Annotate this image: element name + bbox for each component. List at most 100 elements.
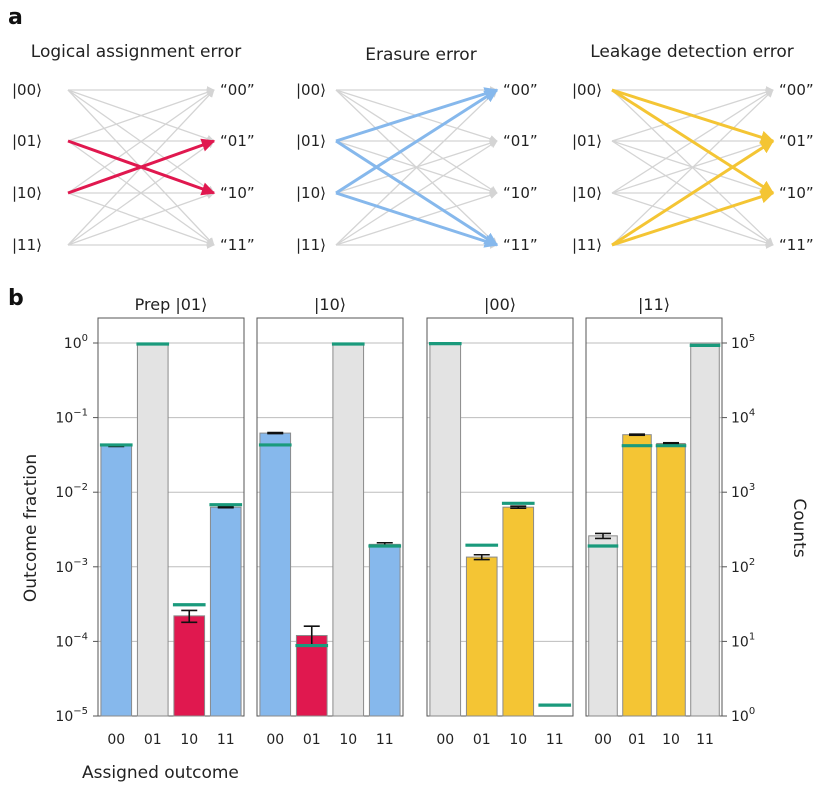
bar: [622, 434, 652, 717]
input-state-label: |01⟩: [12, 132, 42, 150]
bar: [429, 342, 462, 717]
y2-tick-label: 103: [731, 482, 755, 501]
diagram-title: Leakage detection error: [590, 42, 794, 62]
y-tick-label: 10−4: [55, 631, 88, 650]
bar: [588, 535, 618, 717]
input-state-label: |10⟩: [12, 184, 42, 202]
highlighted-error-arrow: [335, 87, 499, 143]
subplot-title: |11⟩: [638, 295, 670, 314]
highlighted-error-arrow: [335, 191, 499, 248]
x-tick-label: 11: [217, 732, 235, 748]
output-label: “11”: [220, 236, 255, 254]
output-label: “11”: [779, 236, 814, 254]
bar: [656, 442, 686, 717]
y2-tick-label: 101: [731, 631, 755, 650]
bar: [209, 506, 242, 717]
x-tick-label: 00: [266, 732, 284, 748]
y2-tick-label: 102: [731, 557, 755, 576]
subplot: Prep |01⟩ 00 01 10 11: [97, 295, 245, 748]
output-label: “10”: [220, 184, 255, 202]
x-tick-label: 10: [180, 732, 198, 748]
transition-arrow: [67, 140, 215, 246]
y-tick-label: 10−2: [55, 482, 88, 501]
bar: [465, 556, 498, 717]
transition-arrow: [611, 89, 774, 246]
y-tick-label: 10−3: [55, 557, 88, 576]
transition-arrow: [67, 88, 215, 142]
x-tick-label: 01: [303, 732, 321, 748]
highlighted-error-arrow: [67, 138, 216, 195]
output-label: “01”: [220, 132, 255, 150]
y2-tick-label: 104: [731, 408, 755, 427]
x-tick-label: 11: [546, 732, 564, 748]
input-state-label: |11⟩: [296, 236, 326, 254]
subplot-frame: [256, 317, 404, 717]
x-tick-label: 10: [662, 732, 680, 748]
highlighted-error-arrow: [611, 190, 775, 247]
input-state-label: |10⟩: [296, 184, 326, 202]
panel-b-letter: b: [8, 286, 24, 311]
diagram-title: Erasure error: [365, 45, 476, 65]
input-state-label: |11⟩: [12, 236, 42, 254]
highlighted-error-arrow: [611, 139, 775, 247]
y-axis: 100 10−1 10−2 10−3 10−4 10−5: [55, 333, 98, 725]
bar: [502, 506, 535, 717]
input-state-label: |00⟩: [12, 81, 42, 99]
transition-arrow: [335, 89, 498, 246]
x-tick-label: 10: [339, 732, 357, 748]
x-axis-label: Assigned outcome: [82, 763, 239, 783]
x-tick-label: 11: [696, 732, 714, 748]
output-label: “00”: [779, 81, 814, 99]
y2-tick-label: 105: [731, 333, 755, 352]
transition-arrow: [67, 89, 215, 194]
highlighted-error-arrow: [335, 88, 499, 195]
output-label: “01”: [503, 132, 538, 150]
output-label: “11”: [503, 236, 538, 254]
output-label: “00”: [220, 81, 255, 99]
output-label: “00”: [503, 81, 538, 99]
y-tick-label: 10−5: [55, 706, 88, 725]
bar: [259, 432, 292, 717]
highlighted-error-arrow: [335, 139, 499, 247]
bar: [100, 445, 133, 717]
outcome-fraction-chart: Prep |01⟩00 01 10 11|10⟩00 01 10 11|00⟩00 01 10 1…: [55, 295, 755, 748]
bar: [690, 342, 720, 717]
x-tick-label: 00: [436, 732, 454, 748]
input-state-label: |00⟩: [296, 81, 326, 99]
y2-tick-label: 100: [731, 706, 755, 725]
input-state-label: |11⟩: [572, 236, 602, 254]
output-label: “10”: [779, 184, 814, 202]
subplot-frame: [97, 317, 245, 717]
input-state-label: |00⟩: [572, 81, 602, 99]
leakage-detection-diagram: Leakage detection error |00⟩ |01⟩ |10⟩ |11⟩…: [572, 42, 814, 254]
x-tick-label: 01: [628, 732, 646, 748]
bar: [368, 543, 401, 717]
x-tick-label: 00: [594, 732, 612, 748]
x-tick-label: 00: [107, 732, 125, 748]
y-tick-label: 10−1: [55, 408, 88, 427]
x-tick-label: 11: [376, 732, 394, 748]
erasure-diagram: Erasure error |00⟩ |01⟩ |10⟩ |11⟩ “00” “01” “1…: [296, 45, 538, 254]
bar: [136, 342, 169, 717]
bar: [173, 615, 206, 717]
panel-a-letter: a: [8, 5, 23, 30]
y-axis-label: Outcome fraction: [21, 454, 41, 602]
x-tick-label: 01: [473, 732, 491, 748]
highlighted-error-arrow: [611, 88, 775, 195]
input-state-label: |01⟩: [296, 132, 326, 150]
input-state-label: |10⟩: [572, 184, 602, 202]
subplot: |00⟩ 00 01 10 11: [426, 295, 574, 748]
subplot-frame: [585, 317, 723, 717]
subplot: |11⟩ 00 01 10 11: [585, 295, 723, 748]
diagram-title: Logical assignment error: [31, 42, 241, 62]
logical-assignment-diagram: Logical assignment error |00⟩ |01⟩ |10⟩ |11…: [12, 42, 255, 254]
subplot: |10⟩ 00 01 10 11: [256, 295, 404, 748]
y2-axis-label: Counts: [789, 498, 809, 557]
output-label: “01”: [779, 132, 814, 150]
y-tick-label: 100: [64, 333, 88, 352]
y2-axis: 105 104 103 102 101 100: [722, 333, 755, 725]
bar: [332, 342, 365, 717]
subplot-title: |10⟩: [314, 295, 346, 314]
input-state-label: |01⟩: [572, 132, 602, 150]
